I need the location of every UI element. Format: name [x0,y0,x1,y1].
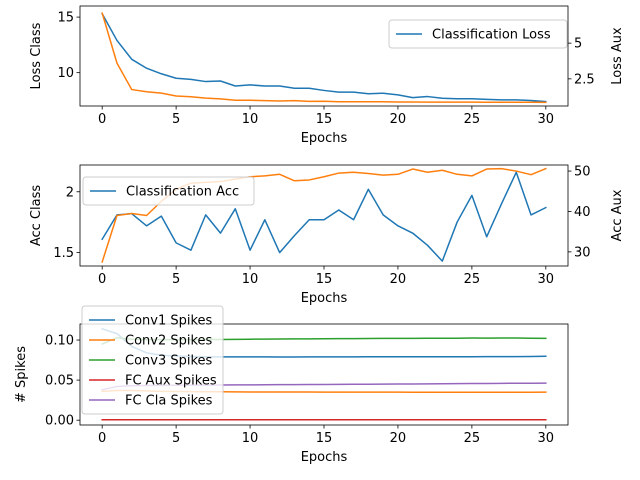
x-tick-label: 25 [464,431,481,446]
x-tick-label: 0 [98,431,106,446]
y-axis-label: Loss Class [29,22,44,89]
panel-3: 0 5 10 15 20 25 30 0.00 0.05 0.10 Epochs # Spikes Co… [14,305,569,465]
y-tick-label: 10 [57,66,74,81]
y-axis-label: # Spikes [14,346,29,403]
legend-label: FC Cla Spikes [125,394,213,409]
x-tick-label: 10 [242,112,259,127]
x-tick-label: 30 [538,431,555,446]
x-tick-label: 5 [172,431,180,446]
x-tick-label: 20 [390,431,407,446]
legend-label: Classification Acc [126,185,239,200]
y-tick-label: 15 [57,11,74,26]
y-tick-label: 2 [66,185,74,200]
series-line-2 [101,12,547,104]
x-tick-label: 0 [98,272,106,287]
legend: Conv1 Spikes Conv2 Spikes Conv3 Spikes FC A… [81,305,224,415]
panel-1: 0 5 10 15 20 25 30 10 15 2.5 5 Epochs Loss Class Loss… [29,5,625,146]
x-tick-label: 5 [172,272,180,287]
y-right-tick-label: 5 [574,37,582,52]
x-tick-label: 5 [172,112,180,127]
legend: Classification Loss [388,19,568,49]
x-tick-label: 25 [464,272,481,287]
legend-label: Conv2 Spikes [125,334,213,349]
y-right-tick-label: 30 [574,245,591,260]
x-tick-label: 20 [390,112,407,127]
x-tick-label: 0 [98,112,106,127]
x-tick-label: 10 [242,431,259,446]
x-axis-label: Epochs [301,291,348,306]
y-right-axis-label: Acc Aux [610,189,625,241]
y-right-tick-label: 2.5 [574,72,595,87]
x-tick-label: 10 [242,272,259,287]
legend-box [81,305,224,415]
y-tick-label: 0.00 [45,414,74,429]
y-tick-label: 1.5 [53,246,74,261]
legend-label: Conv1 Spikes [125,314,213,329]
y-right-axis-label: Loss Aux [610,27,625,85]
x-tick-label: 15 [316,272,333,287]
legend-box [82,176,255,206]
x-axis-label: Epochs [301,450,348,465]
legend-label: FC Aux Spikes [125,374,217,389]
y-tick-label: 0.10 [45,334,74,349]
y-tick-label: 0.05 [45,374,74,389]
y-axis-label: Acc Class [29,185,44,247]
x-tick-label: 30 [538,272,555,287]
x-tick-label: 20 [390,272,407,287]
legend: Classification Acc [82,176,255,206]
x-tick-label: 25 [464,112,481,127]
legend-label: Conv3 Spikes [125,354,213,369]
y-right-tick-label: 40 [574,205,591,220]
x-tick-label: 15 [316,431,333,446]
legend-label: Classification Loss [432,28,551,43]
x-tick-label: 15 [316,112,333,127]
y-right-tick-label: 50 [574,165,591,180]
series-line-1 [101,171,547,262]
series-line-1 [101,12,547,103]
panel-2: 0 5 10 15 20 25 30 1.5 2 30 40 50 Epochs Acc Class Acc… [29,165,625,306]
x-tick-label: 30 [538,112,555,127]
legend-box [388,19,568,49]
x-axis-label: Epochs [301,131,348,146]
